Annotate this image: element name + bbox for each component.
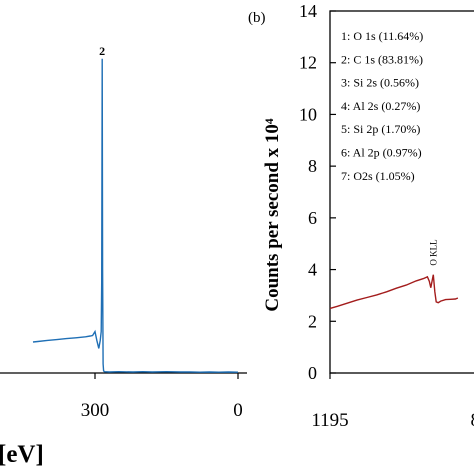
right-x-tick-label: 89 (471, 410, 474, 431)
legend-entry: 7: O2s (1.05%) (341, 169, 415, 183)
right-y-tick-label: 12 (299, 53, 317, 73)
left-series-line (32, 58, 239, 373)
right-y-tick-label: 0 (308, 363, 317, 383)
right-y-tick-label: 8 (308, 156, 317, 176)
right-x-tick-label: 1195 (311, 410, 348, 431)
left-x-tick-label: 300 (81, 400, 110, 421)
legend-entry: 2: C 1s (83.81%) (341, 52, 423, 66)
legend-entry: 1: O 1s (11.64%) (341, 29, 423, 43)
right-y-ticks: 0 2 4 6 8 10 12 14 (299, 1, 336, 383)
legend-entry: 6: Al 2p (0.97%) (341, 146, 422, 160)
left-x-ticks: 300 0 (81, 373, 243, 421)
right-series-line (329, 274, 459, 310)
right-y-tick-label: 10 (299, 104, 317, 124)
right-y-tick-label: 14 (299, 1, 317, 21)
right-y-tick-label: 4 (308, 260, 317, 280)
left-x-tick-label: 0 (233, 400, 243, 421)
o-kll-annotation: O KLL (428, 239, 438, 265)
right-x-ticks: 1195 89 (311, 373, 474, 431)
panel-label-b: (b) (248, 10, 266, 26)
left-x-axis-label: [eV] (0, 441, 44, 468)
right-y-tick-label: 6 (308, 208, 317, 228)
right-plot-frame (329, 10, 474, 374)
legend-entry: 4: Al 2s (0.27%) (341, 99, 420, 113)
right-y-tick-label: 2 (308, 311, 317, 331)
legend-entry: 3: Si 2s (0.56%) (341, 76, 419, 90)
left-panel: 300 0 2 [eV] (0, 44, 247, 468)
legend: 1: O 1s (11.64%) 2: C 1s (83.81%) 3: Si 2s… (341, 29, 423, 183)
right-y-axis-label: Counts per second x 10⁴ (262, 118, 283, 312)
right-panel: 0 2 4 6 8 10 12 14 1195 89 (b) Counts per second… (248, 1, 474, 431)
legend-entry: 5: Si 2p (1.70%) (341, 122, 420, 136)
left-peak-label: 2 (99, 44, 105, 58)
